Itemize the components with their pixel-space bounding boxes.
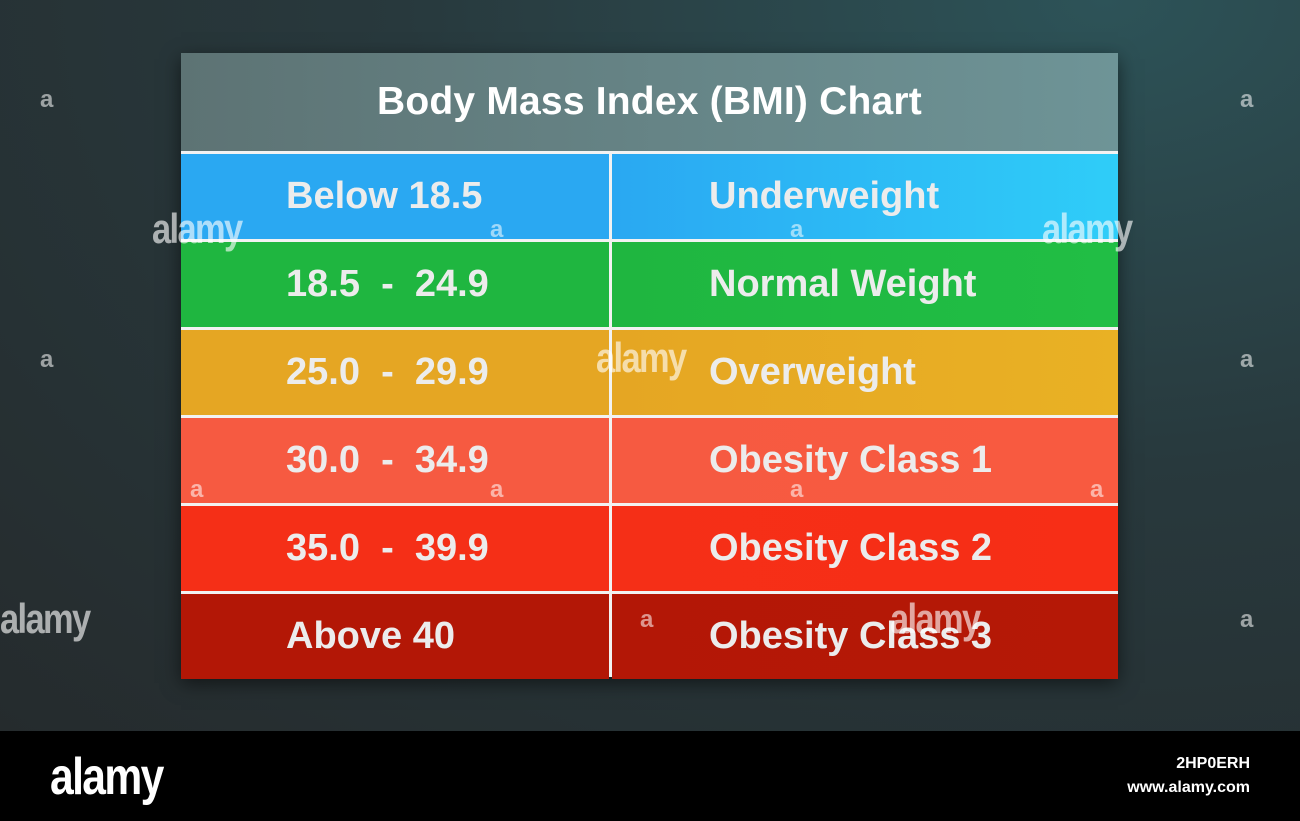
background: Body Mass Index (BMI) Chart Below 18.5 Un… bbox=[0, 0, 1300, 731]
watermark-mark: a bbox=[190, 476, 204, 503]
bmi-category-cell: Obesity Class 2 bbox=[612, 506, 1118, 591]
bmi-table: Body Mass Index (BMI) Chart Below 18.5 Un… bbox=[181, 53, 1118, 679]
watermark-mark: a bbox=[490, 216, 504, 243]
bmi-range-cell: 30.0 - 34.9 bbox=[181, 418, 609, 503]
bmi-range-cell: 18.5 - 24.9 bbox=[181, 242, 609, 327]
watermark-mark: a bbox=[1240, 606, 1254, 633]
watermark: alamy bbox=[1042, 205, 1133, 252]
table-row: Below 18.5 Underweight bbox=[181, 154, 1118, 239]
alamy-logo: alamy bbox=[50, 748, 164, 806]
row-divider bbox=[181, 151, 1118, 154]
table-row: 18.5 - 24.9 Normal Weight bbox=[181, 242, 1118, 327]
table-row: 35.0 - 39.9 Obesity Class 2 bbox=[181, 506, 1118, 591]
row-divider bbox=[181, 503, 1118, 506]
bmi-category-cell: Obesity Class 3 bbox=[612, 594, 1118, 679]
chart-title: Body Mass Index (BMI) Chart bbox=[377, 80, 922, 123]
watermark: alamy bbox=[152, 205, 243, 252]
row-divider bbox=[181, 327, 1118, 330]
table-header: Body Mass Index (BMI) Chart bbox=[181, 53, 1118, 151]
bmi-range-cell: Below 18.5 bbox=[181, 154, 609, 239]
watermark: alamy bbox=[0, 595, 91, 642]
watermark-mark: a bbox=[1240, 86, 1254, 113]
watermark-mark: a bbox=[40, 346, 54, 373]
image-id: 2HP0ERH bbox=[1176, 755, 1250, 772]
watermark-mark: a bbox=[40, 86, 54, 113]
watermark-mark: a bbox=[790, 216, 804, 243]
row-divider bbox=[181, 415, 1118, 418]
watermark-mark: a bbox=[640, 606, 654, 633]
bmi-category-cell: Obesity Class 1 bbox=[612, 418, 1118, 503]
bmi-range-cell: 25.0 - 29.9 bbox=[181, 330, 609, 415]
site-url: www.alamy.com bbox=[1127, 779, 1250, 796]
bmi-category-cell: Underweight bbox=[612, 154, 1118, 239]
bmi-category-cell: Normal Weight bbox=[612, 242, 1118, 327]
table-row: 30.0 - 34.9 Obesity Class 1 bbox=[181, 418, 1118, 503]
bmi-range-cell: Above 40 bbox=[181, 594, 609, 679]
row-divider bbox=[181, 591, 1118, 594]
watermark-mark: a bbox=[490, 476, 504, 503]
column-divider bbox=[609, 151, 612, 677]
watermark: alamy bbox=[890, 595, 981, 642]
bmi-range-cell: 35.0 - 39.9 bbox=[181, 506, 609, 591]
bmi-category-cell: Overweight bbox=[612, 330, 1118, 415]
watermark: alamy bbox=[596, 334, 687, 381]
watermark-mark: a bbox=[1090, 476, 1104, 503]
table-row: 25.0 - 29.9 Overweight bbox=[181, 330, 1118, 415]
watermark-mark: a bbox=[790, 476, 804, 503]
footer-bar: alamy 2HP0ERH www.alamy.com bbox=[0, 731, 1300, 821]
watermark-mark: a bbox=[1240, 346, 1254, 373]
row-divider bbox=[181, 239, 1118, 242]
table-row: Above 40 Obesity Class 3 bbox=[181, 594, 1118, 679]
